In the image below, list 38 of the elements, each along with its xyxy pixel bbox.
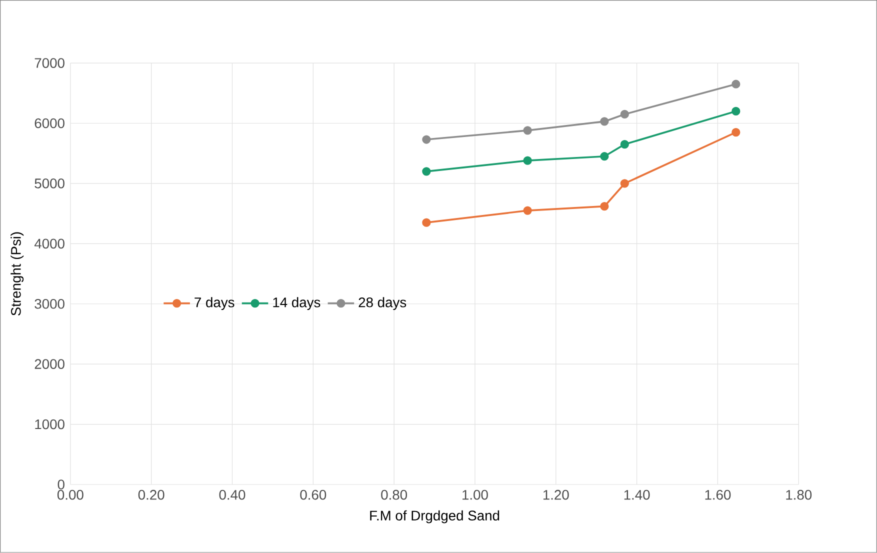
y-tick-label: 7000	[34, 58, 64, 68]
legend-label: 7 days	[194, 297, 234, 310]
y-tick-label: 6000	[34, 118, 64, 128]
y-tick-label: 3000	[34, 299, 64, 309]
x-tick-label: 0.00	[57, 490, 84, 500]
x-tick-label: 0.60	[300, 490, 326, 500]
point	[732, 80, 740, 89]
x-tick-label: 1.00	[462, 490, 488, 500]
x-tick-label: 0.40	[219, 490, 246, 500]
point	[523, 156, 532, 166]
y-axis-title: Strenght (Psi)	[10, 232, 24, 316]
x-tick-label: 0.80	[381, 490, 408, 500]
point	[600, 202, 609, 211]
point	[732, 107, 740, 116]
point	[620, 110, 629, 119]
point	[600, 152, 609, 161]
y-tick-label: 0	[58, 480, 64, 490]
point	[422, 167, 431, 176]
x-tick-label: 1.80	[786, 490, 812, 500]
point	[422, 218, 431, 228]
y-tick-label: 2000	[34, 359, 64, 370]
point	[732, 128, 740, 137]
point	[523, 206, 532, 216]
x-axis-title: F.M of Drgdged Sand	[370, 510, 500, 524]
y-tick-label: 5000	[34, 178, 64, 189]
point	[620, 140, 629, 149]
point	[422, 135, 431, 144]
point	[523, 126, 532, 135]
x-tick-label: 1.40	[624, 490, 650, 500]
point	[620, 179, 629, 188]
x-tick-label: 0.20	[138, 490, 164, 500]
point	[600, 117, 609, 126]
x-tick-label: 1.60	[705, 490, 731, 500]
legend-label: 28 days	[358, 297, 406, 310]
legend-label: 14 days	[273, 297, 320, 310]
y-tick-label: 4000	[34, 238, 64, 249]
x-tick-label: 1.20	[543, 490, 569, 500]
y-tick-label: 1000	[35, 420, 64, 430]
